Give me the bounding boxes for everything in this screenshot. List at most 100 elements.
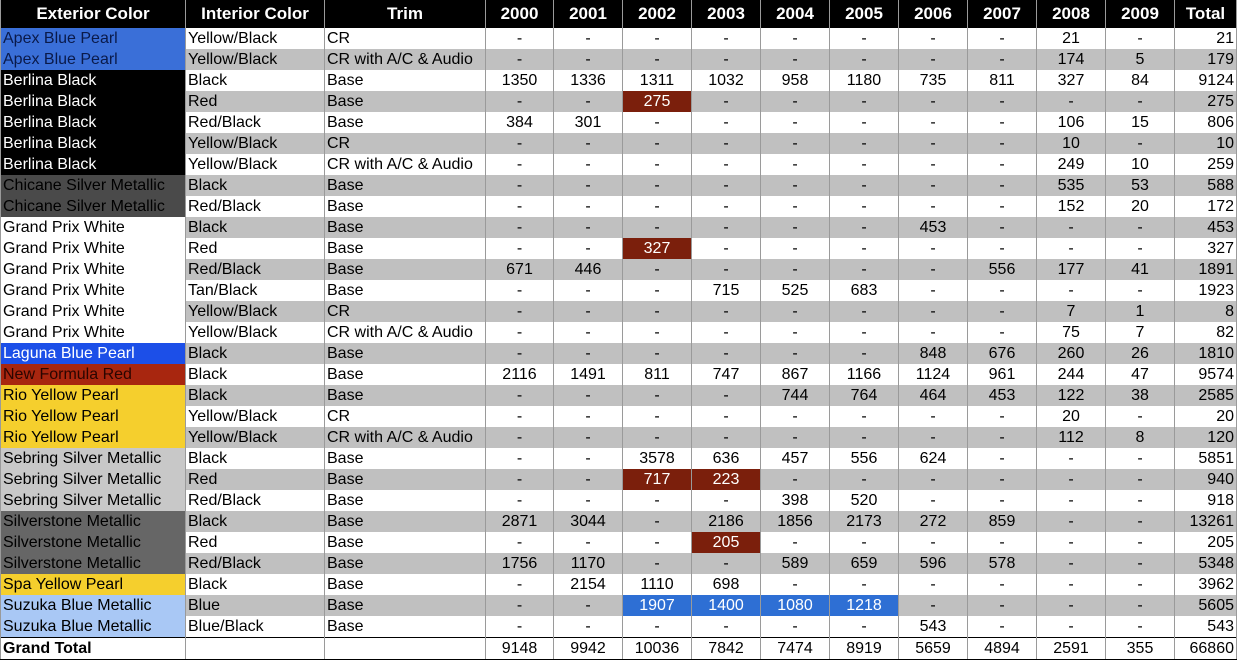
exterior-color: Grand Prix White (0, 259, 186, 280)
interior-color: Red (185, 91, 325, 112)
column-header: Trim (324, 0, 486, 28)
year-count: 1032 (691, 70, 761, 91)
table-row: Spa Yellow Pearl Black Base -2154 1110 698- - -… (0, 574, 1237, 595)
year-count: 275 (622, 91, 692, 112)
table-row: Sebring Silver Metallic Red/Black Base - - - -… (0, 490, 1237, 511)
interior-color: Yellow/Black (185, 28, 325, 49)
exterior-color: Berlina Black (0, 112, 186, 133)
year-count: - (967, 322, 1037, 343)
year-count: 464 (898, 385, 968, 406)
year-count: 5 (1105, 49, 1175, 70)
year-count: 683 (829, 280, 899, 301)
exterior-color: Spa Yellow Pearl (0, 574, 186, 595)
year-count: 659 (829, 553, 899, 574)
year-count: - (829, 154, 899, 175)
year-count: - (691, 238, 761, 259)
year-count: 1080 (760, 595, 830, 616)
year-count: - (1105, 91, 1175, 112)
year-count: 398 (760, 490, 830, 511)
column-header: 2002 (622, 0, 692, 28)
trim: Base (324, 196, 486, 217)
exterior-color: Berlina Black (0, 133, 186, 154)
grand-total-label: Grand Total (0, 637, 186, 660)
table-row: Grand Prix White Red Base - -327- - - - - - -327 (0, 238, 1237, 259)
row-total: 10 (1174, 133, 1237, 154)
exterior-color: Laguna Blue Pearl (0, 343, 186, 364)
year-count: 1110 (622, 574, 692, 595)
year-count: 578 (967, 553, 1037, 574)
interior-color: Black (185, 448, 325, 469)
year-count: - (967, 133, 1037, 154)
year-count: - (485, 301, 554, 322)
year-count: - (760, 238, 830, 259)
year-count: - (967, 448, 1037, 469)
year-count: - (967, 301, 1037, 322)
year-count: - (622, 322, 692, 343)
row-total: 327 (1174, 238, 1237, 259)
year-count: - (622, 616, 692, 638)
year-count: - (967, 91, 1037, 112)
year-count: - (553, 196, 623, 217)
interior-color: Yellow/Black (185, 427, 325, 448)
year-count: 543 (898, 616, 968, 638)
row-total: 9124 (1174, 70, 1237, 91)
year-count: 715 (691, 280, 761, 301)
year-count: - (967, 28, 1037, 49)
year-count: 811 (622, 364, 692, 385)
trim: Base (324, 448, 486, 469)
year-count: - (1105, 406, 1175, 427)
year-count: - (1105, 511, 1175, 532)
year-count: 205 (691, 532, 761, 553)
year-count: 2871 (485, 511, 554, 532)
trim: CR (324, 301, 486, 322)
exterior-color: New Formula Red (0, 364, 186, 385)
column-header: 2006 (898, 0, 968, 28)
year-count: - (898, 427, 968, 448)
year-count: 1124 (898, 364, 968, 385)
interior-color: Tan/Black (185, 280, 325, 301)
trim: Base (324, 532, 486, 553)
year-count: - (967, 196, 1037, 217)
year-count: - (485, 217, 554, 238)
year-count: - (898, 196, 968, 217)
year-count: - (829, 322, 899, 343)
year-count: - (691, 322, 761, 343)
interior-color: Red/Black (185, 196, 325, 217)
row-total: 3962 (1174, 574, 1237, 595)
table-row: Suzuka Blue Metallic Blue/Black Base - - - - - -… (0, 616, 1237, 638)
year-count: 596 (898, 553, 968, 574)
year-count: - (760, 574, 830, 595)
year-count: 446 (553, 259, 623, 280)
year-count: - (898, 175, 968, 196)
year-count: - (1105, 28, 1175, 49)
trim: Base (324, 238, 486, 259)
year-count: - (898, 28, 968, 49)
year-count: - (622, 112, 692, 133)
empty-cell (185, 637, 325, 660)
year-count: - (829, 469, 899, 490)
year-count: - (622, 175, 692, 196)
year-count: - (967, 154, 1037, 175)
exterior-color: Grand Prix White (0, 322, 186, 343)
exterior-color: Rio Yellow Pearl (0, 406, 186, 427)
year-count: - (829, 196, 899, 217)
year-count: - (829, 28, 899, 49)
year-count: 223 (691, 469, 761, 490)
year-count: - (1036, 280, 1106, 301)
year-count: 53 (1105, 175, 1175, 196)
year-count: - (622, 133, 692, 154)
year-count: 20 (1036, 406, 1106, 427)
year-count: - (829, 175, 899, 196)
row-total: 1810 (1174, 343, 1237, 364)
trim: Base (324, 553, 486, 574)
year-count: 2173 (829, 511, 899, 532)
exterior-color: Berlina Black (0, 70, 186, 91)
year-count: 1400 (691, 595, 761, 616)
column-header: Total (1174, 0, 1237, 28)
interior-color: Black (185, 511, 325, 532)
row-total: 82 (1174, 322, 1237, 343)
trim: Base (324, 280, 486, 301)
year-count: - (898, 91, 968, 112)
year-count: 2154 (553, 574, 623, 595)
